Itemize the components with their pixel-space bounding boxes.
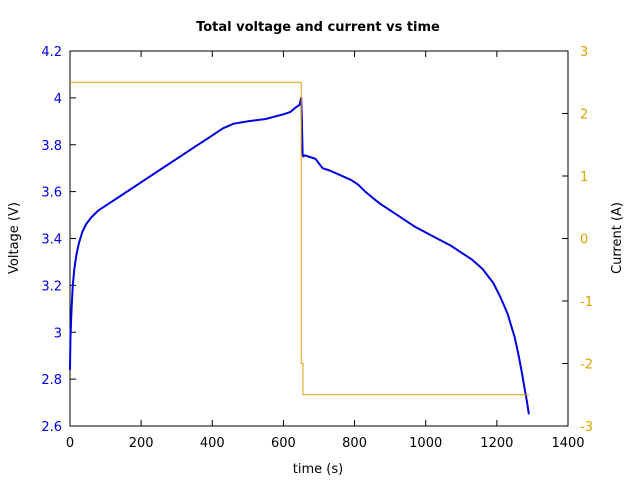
x-tick-label: 0 [66,436,74,451]
voltage-series-line [69,96,530,415]
current-series-line [70,81,529,396]
plot-area-frame [69,50,569,427]
y-left-axis-label: Voltage (V) [7,202,22,274]
x-tick-label: 1400 [551,436,584,451]
y-left-tick-label: 3.8 [41,139,62,154]
x-tick-label: 400 [200,436,225,451]
y-left-tick-label: 3.2 [41,279,62,294]
y-right-tick-label: 0 [580,233,588,248]
y-right-tick-label: 2 [580,108,588,123]
x-tick-label: 800 [342,436,367,451]
y-right-tick-label: -3 [580,420,593,435]
y-right-tick-label: 1 [580,170,588,185]
y-right-tick-label: -2 [580,358,593,373]
y-left-tick-label: 3.4 [41,233,62,248]
y-right-axis-label: Current (A) [610,202,625,274]
y-right-tick-label: 3 [580,45,588,60]
series-lines [69,81,530,415]
x-axis-label: time (s) [293,462,343,477]
x-tick-label: 1000 [409,436,442,451]
y-left-tick-label: 3 [54,326,62,341]
x-tick-label: 200 [129,436,154,451]
y-left-tick-label: 2.8 [41,373,62,388]
chart-title: Total voltage and current vs time [196,20,440,35]
x-tick-label: 600 [271,436,296,451]
x-tick-label: 1200 [480,436,513,451]
y-left-tick-label: 2.6 [41,420,62,435]
y-left-tick-label: 4 [54,92,62,107]
y-left-tick-label: 4.2 [41,45,62,60]
y-right-tick-label: -1 [580,295,593,310]
y-left-tick-label: 3.6 [41,186,62,201]
axis-ticks: 0 200 400 600 800 1000 1200 1400 2.6 2.8 3 3.2 3.4 3.… [41,45,593,451]
